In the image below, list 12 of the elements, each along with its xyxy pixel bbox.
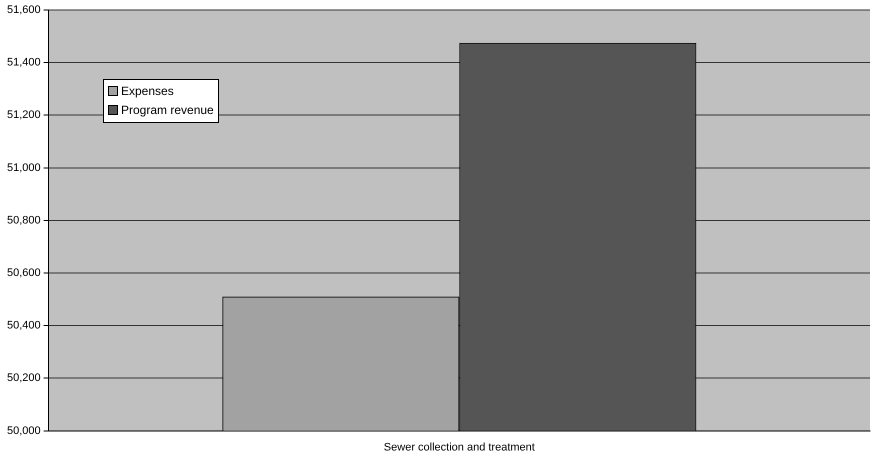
y-tick-label: 51,200 [6, 109, 41, 122]
x-tick-label: Sewer collection and treatment [384, 441, 535, 454]
legend-label: Program revenue [120, 102, 214, 119]
y-tick-label: 51,400 [6, 56, 41, 69]
y-tick-label: 50,400 [6, 320, 41, 332]
y-tick-label: 50,200 [6, 372, 41, 384]
y-tick-label: 50,800 [6, 214, 41, 226]
y-tick-label: 50,000 [6, 424, 41, 437]
legend-label: Expenses [120, 83, 175, 100]
y-tick-label: 51,600 [6, 4, 41, 16]
y-tick-label: 51,000 [6, 162, 41, 174]
y-tick-label: 50,600 [6, 267, 41, 280]
